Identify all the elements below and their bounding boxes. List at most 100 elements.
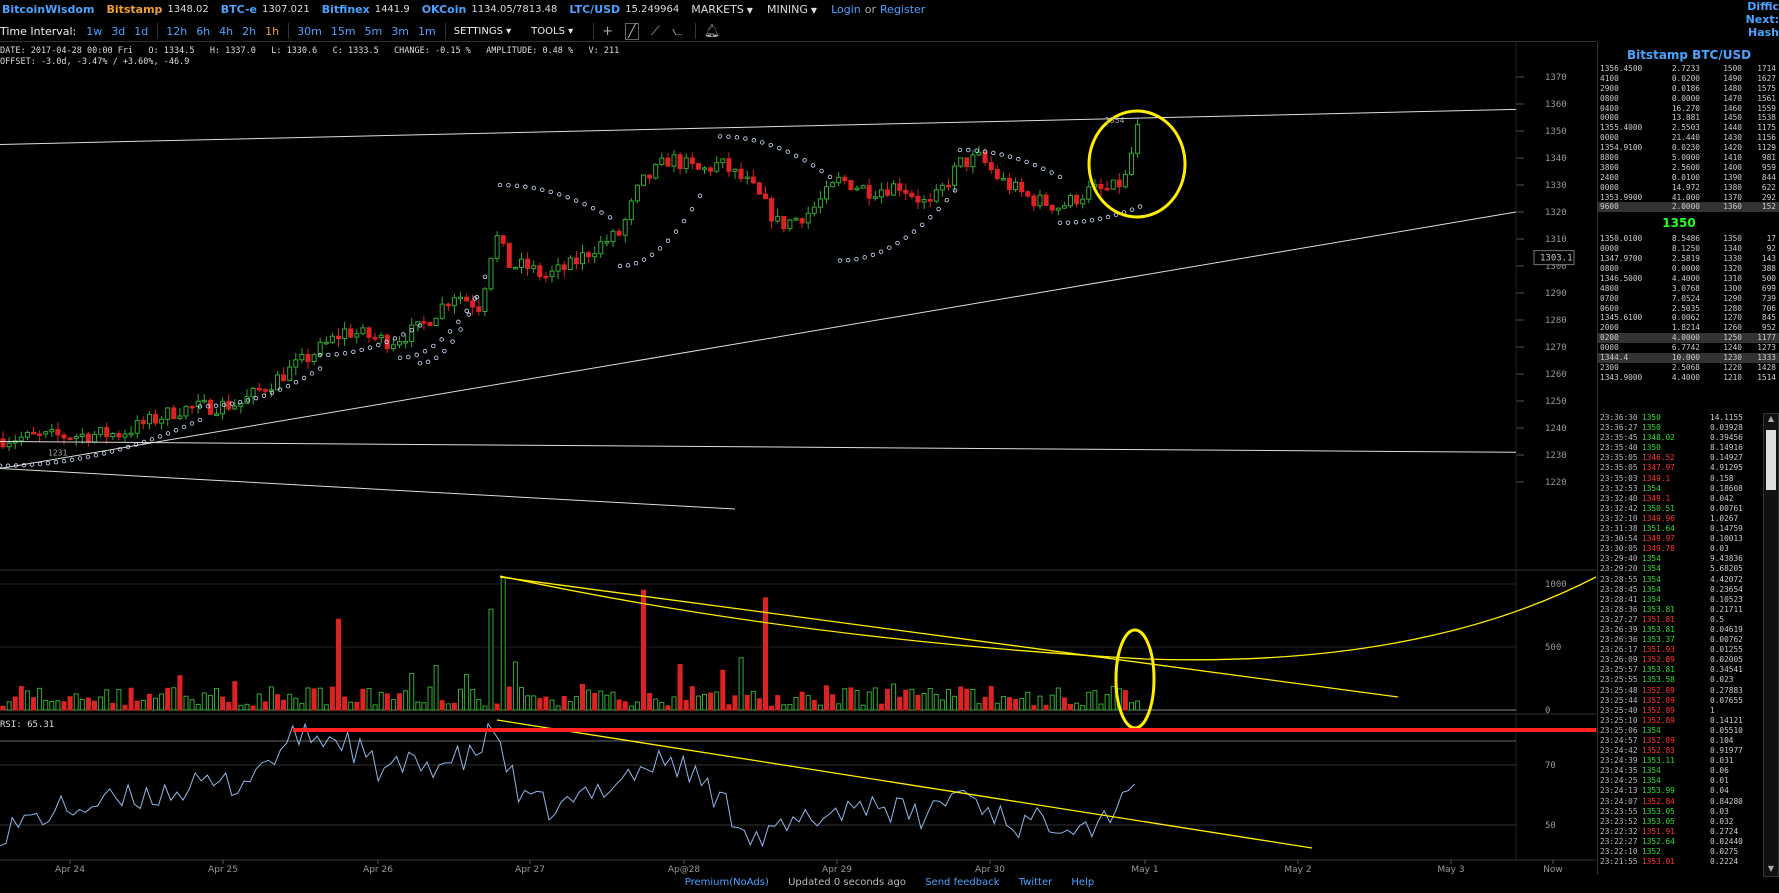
volume-bar <box>1074 702 1080 711</box>
tools-menu[interactable]: TOOLS ▾ <box>531 26 573 37</box>
trade-cell: 1353.81 <box>1642 665 1675 675</box>
candle-body <box>604 241 610 244</box>
ticker-bitstamp[interactable]: Bitstamp 1348.02 <box>106 3 208 16</box>
brand-logo[interactable]: BitcoinWisdom <box>2 3 95 16</box>
candle-body <box>1098 183 1104 189</box>
orderbook-row[interactable]: 2300 2.5068 1220 1428 <box>1598 363 1779 373</box>
orderbook-row[interactable]: 1343.9000 4.4000 1210 1514 <box>1598 373 1779 383</box>
ticker-okcoin[interactable]: OKCoin 1134.05/7813.48 <box>422 3 558 16</box>
interval-4h[interactable]: 4h <box>219 24 234 38</box>
orderbook-row[interactable]: 0000 14.972 1380 622 <box>1598 183 1779 193</box>
orderbook-row[interactable]: 0800 0.0000 1470 1561 <box>1598 94 1779 104</box>
orderbook-cell: 1230 <box>1723 353 1742 363</box>
orderbook-row[interactable]: 0000 21.440 1430 1156 <box>1598 133 1779 143</box>
interval-30m[interactable]: 30m <box>297 24 322 38</box>
volume-bar <box>195 703 201 711</box>
candle-body <box>43 431 49 435</box>
scroll-up-icon[interactable]: ▲ <box>1767 414 1775 423</box>
orderbook-row[interactable]: 2400 0.0100 1390 844 <box>1598 173 1779 183</box>
trades-scrollbar[interactable]: ▲ ▼ <box>1763 413 1779 877</box>
trade-cell: 23:28:55 <box>1600 574 1638 584</box>
ticker-ltcusd[interactable]: LTC/USD 15.249964 <box>569 3 679 16</box>
sar-dot <box>401 332 406 337</box>
interval-12h[interactable]: 12h <box>166 24 188 38</box>
volume-bar <box>610 691 616 711</box>
orderbook-row[interactable]: 1350.0100 8.5486 1350 17 <box>1598 234 1779 244</box>
help-link[interactable]: Help <box>1071 877 1095 888</box>
mining-menu[interactable]: MINING ▼ <box>767 3 817 16</box>
orderbook-row[interactable]: 1345.6100 0.0062 1270 845 <box>1598 313 1779 323</box>
orderbook-row[interactable]: 0000 6.7742 1240 1273 <box>1598 343 1779 353</box>
volume-bar <box>110 702 116 711</box>
candle-body <box>421 321 427 324</box>
orderbook-row[interactable]: 2900 0.0186 1480 1575 <box>1598 84 1779 94</box>
trade-row: 23:24:57 1352.89 0.104 <box>1598 736 1763 746</box>
scroll-thumb[interactable] <box>1766 430 1776 490</box>
next-link[interactable]: Next: <box>1745 13 1779 26</box>
orderbook-row[interactable]: 0000 13.881 1450 1538 <box>1598 113 1779 123</box>
orderbook-row[interactable]: 0700 7.0524 1290 739 <box>1598 294 1779 304</box>
orderbook-row[interactable]: 4100 0.0200 1490 1627 <box>1598 74 1779 84</box>
interval-2h[interactable]: 2h <box>242 24 257 38</box>
difficulty-link[interactable]: Diffic <box>1747 0 1779 13</box>
orderbook-row[interactable]: 0000 8.1250 1340 92 <box>1598 244 1779 254</box>
interval-3d[interactable]: 3d <box>111 24 126 38</box>
interval-5m[interactable]: 5m <box>364 24 383 38</box>
crosshair-icon[interactable]: + <box>602 23 614 39</box>
candle-body <box>994 168 1000 180</box>
candle-body <box>220 400 226 415</box>
register-link[interactable]: Register <box>880 3 926 16</box>
orderbook-row[interactable]: 0600 2.5035 1280 706 <box>1598 304 1779 314</box>
orderbook-row[interactable]: 3800 2.5600 1400 959 <box>1598 163 1779 173</box>
trade-cell: 23:25:44 <box>1600 695 1638 705</box>
scroll-down-icon[interactable]: ▼ <box>1767 864 1775 873</box>
candle-body <box>628 200 634 221</box>
markets-menu[interactable]: MARKETS ▼ <box>691 3 753 16</box>
orderbook-row[interactable]: 1355.4000 2.5503 1440 1175 <box>1598 123 1779 133</box>
orderbook-row[interactable]: 1356.4500 2.7233 1500 1714 <box>1598 64 1779 74</box>
orderbook-row[interactable]: 0800 0.0000 1320 388 <box>1598 264 1779 274</box>
hash-link[interactable]: Hash <box>1747 26 1779 39</box>
premium-link[interactable]: Premium(NoAds) <box>684 877 769 888</box>
interval-1w[interactable]: 1w <box>86 24 103 38</box>
line-tool-icon[interactable]: ╱ <box>625 22 639 40</box>
login-link[interactable]: Login <box>831 3 861 16</box>
orderbook-row[interactable]: 0400 16.270 1460 1559 <box>1598 104 1779 114</box>
orderbook-row[interactable]: 0200 4.0000 1250 1177 <box>1598 333 1779 344</box>
interval-1m[interactable]: 1m <box>418 24 436 38</box>
volume-bar <box>43 699 49 711</box>
trade-cell: 23:35:05 <box>1600 463 1638 473</box>
fib-tool-icon[interactable]: ⦦ <box>672 23 683 39</box>
orderbook-row[interactable]: 4800 3.0768 1300 699 <box>1598 284 1779 294</box>
orderbook-row[interactable]: 8800 5.0000 1410 981 <box>1598 153 1779 163</box>
settings-menu[interactable]: SETTINGS ▾ <box>454 26 511 37</box>
interval-15m[interactable]: 15m <box>330 24 356 38</box>
ticker-btce[interactable]: BTC-e 1307.021 <box>221 3 310 16</box>
volume-bar <box>970 689 976 711</box>
candle-body <box>238 402 244 407</box>
volume-bar <box>488 608 494 711</box>
orderbook-row[interactable]: 1346.5000 4.4000 1310 500 <box>1598 274 1779 284</box>
volume-bar <box>836 703 842 711</box>
bell-icon[interactable]: 🔔︎ <box>703 23 721 39</box>
candle-body <box>397 341 402 346</box>
interval-3m[interactable]: 3m <box>391 24 409 38</box>
orderbook-row[interactable]: 1353.9900 41.000 1370 292 <box>1598 193 1779 203</box>
orderbook-row[interactable]: 2000 1.8214 1260 952 <box>1598 323 1779 333</box>
orderbook-row[interactable]: 1354.9100 0.0230 1420 1129 <box>1598 143 1779 153</box>
ticker-bitfinex[interactable]: Bitfinex 1441.9 <box>322 3 410 16</box>
volume-bar <box>342 696 348 711</box>
trade-cell: 0.0275 <box>1710 847 1739 857</box>
feedback-link[interactable]: Send feedback <box>925 877 1000 888</box>
interval-1d[interactable]: 1d <box>134 24 149 38</box>
orderbook-row[interactable]: 9600 2.0000 1360 152 <box>1598 202 1779 213</box>
sar-dot <box>117 447 123 452</box>
interval-6h[interactable]: 6h <box>196 24 211 38</box>
orderbook-row[interactable]: 1344.4 10.000 1230 1333 <box>1598 353 1779 363</box>
ray-tool-icon[interactable]: ⟋ <box>650 23 661 39</box>
orderbook-row[interactable]: 1347.9700 2.5819 1330 143 <box>1598 254 1779 264</box>
twitter-link[interactable]: Twitter <box>1018 877 1053 888</box>
interval-1h[interactable]: 1h <box>265 24 280 38</box>
trade-cell: 1352.83 <box>1642 746 1675 756</box>
price-chart[interactable]: 1370 1360 1350 1340 1330 1320 1310 1300 1290 1280… <box>0 42 1596 876</box>
